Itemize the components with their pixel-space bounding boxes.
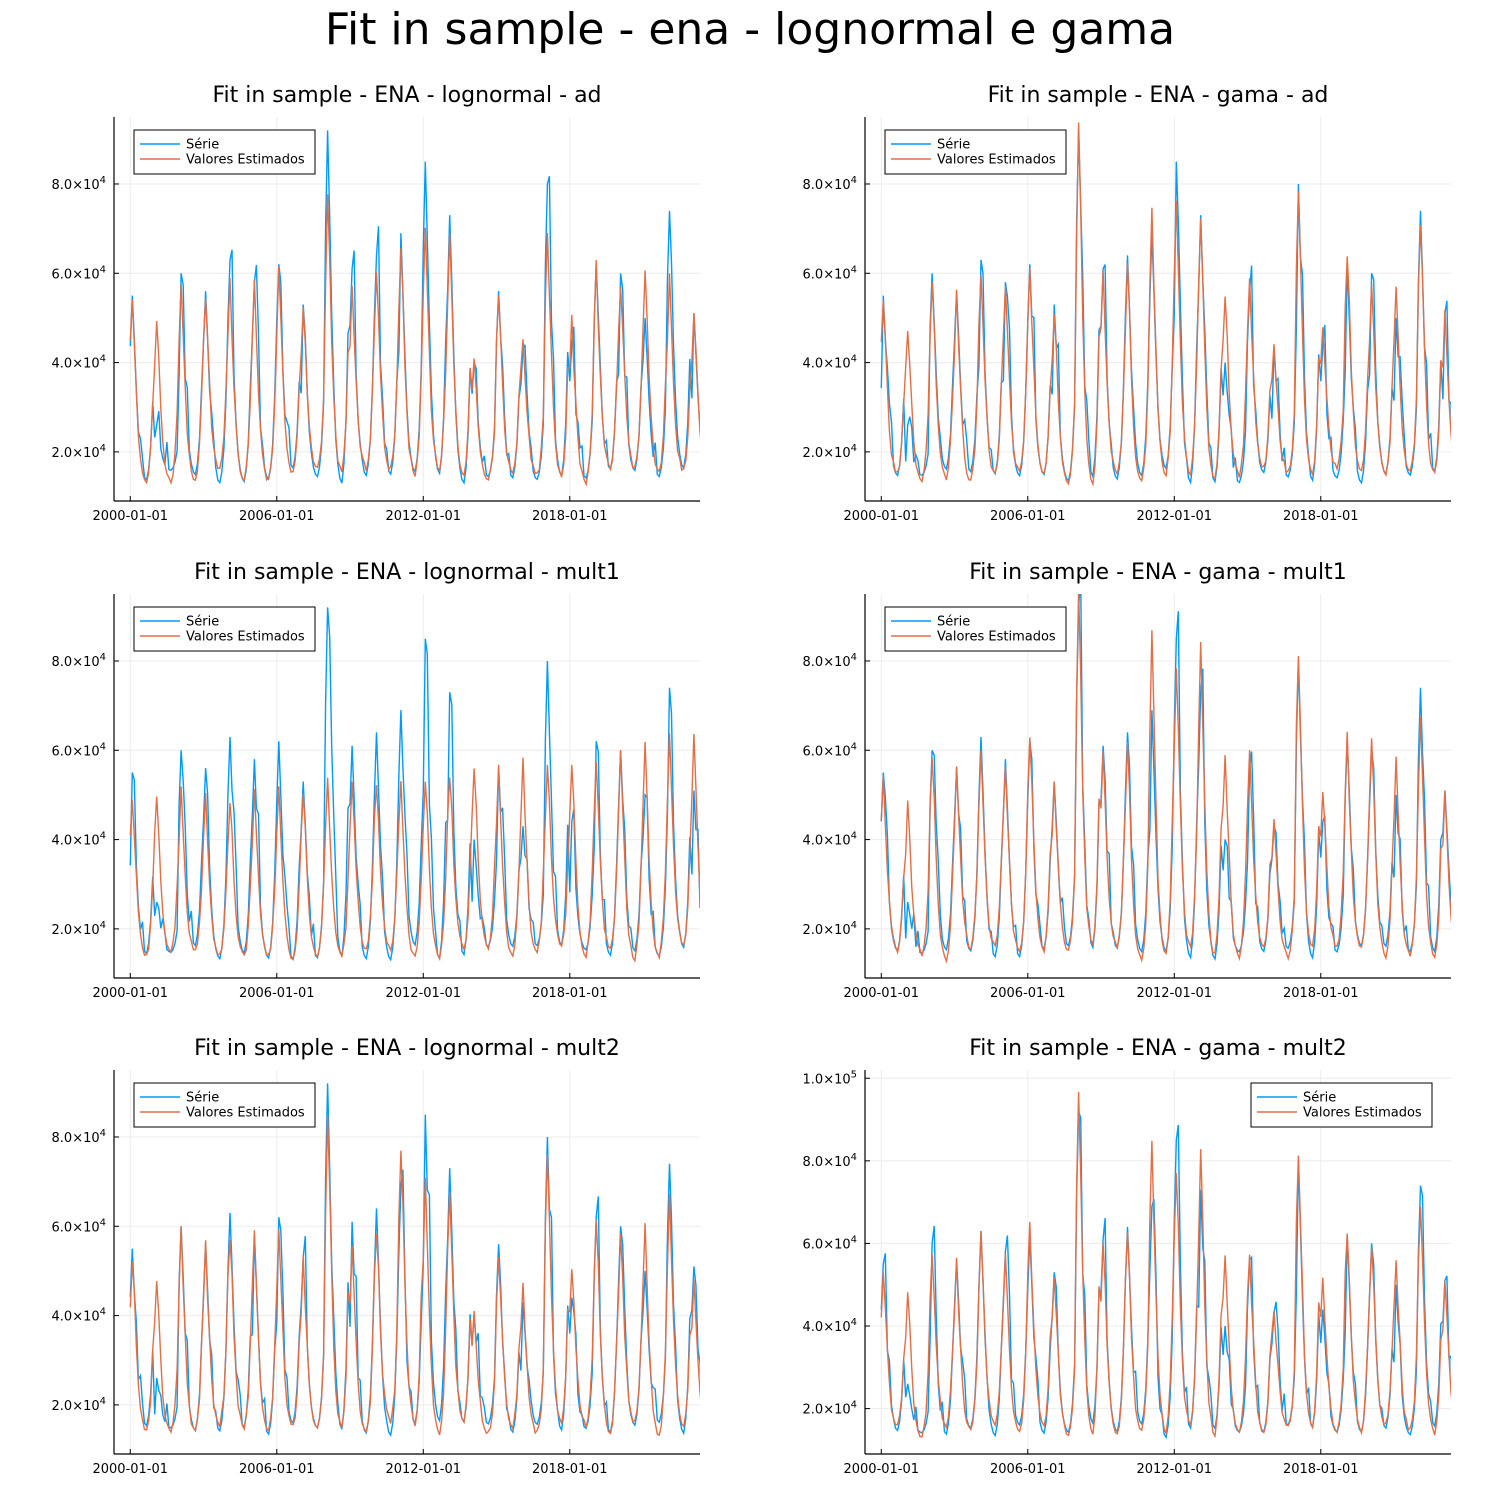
y-tick-label: 4.0×104: [52, 1307, 106, 1325]
figure-title: Fit in sample - ena - lognormal e gama: [324, 4, 1176, 55]
subplot-6: Fit in sample - ENA - gama - mult2 2.0×10…: [803, 1036, 1451, 1477]
legend-label: Série: [937, 138, 970, 153]
series-line-valores-estimados: [129, 1114, 700, 1437]
subplot-1: Fit in sample - ENA - lognormal - ad 2.0×…: [52, 83, 700, 524]
legend-label: Série: [186, 138, 219, 153]
series-line-serie: [129, 1083, 700, 1437]
x-tick-label: 2012-01-01: [385, 509, 461, 524]
y-tick-label: 2.0×104: [803, 443, 857, 461]
legend-label: Valores Estimados: [186, 630, 305, 645]
y-tick-label: 4.0×104: [52, 354, 106, 372]
x-tick-label: 2006-01-01: [239, 1462, 315, 1477]
subplot-4: Fit in sample - ENA - gama - mult1 2.0×10…: [803, 560, 1451, 1001]
x-tick-label: 2012-01-01: [385, 986, 461, 1001]
y-tick-label: 6.0×104: [803, 264, 857, 282]
x-tick-label: 2018-01-01: [532, 986, 608, 1001]
y-tick-label: 2.0×104: [803, 920, 857, 938]
legend-label: Valores Estimados: [937, 630, 1056, 645]
y-tick-label: 4.0×104: [803, 1317, 857, 1335]
subplot-3: Fit in sample - ENA - lognormal - mult1 2…: [52, 560, 700, 1001]
x-tick-label: 2018-01-01: [532, 509, 608, 524]
y-tick-label: 4.0×104: [803, 354, 857, 372]
legend-box: [884, 129, 1067, 175]
x-tick-label: 2000-01-01: [92, 1462, 168, 1477]
subplot-title: Fit in sample - ENA - lognormal - ad: [212, 83, 601, 108]
y-tick-label: 8.0×104: [803, 175, 857, 193]
legend-label: Valores Estimados: [186, 1106, 305, 1121]
legend-label: Série: [937, 615, 970, 630]
x-tick-label: 2000-01-01: [92, 986, 168, 1001]
x-tick-label: 2018-01-01: [532, 1462, 608, 1477]
x-tick-label: 2006-01-01: [990, 509, 1066, 524]
y-tick-label: 8.0×104: [803, 1152, 857, 1170]
subplot-title: Fit in sample - ENA - gama - mult1: [969, 560, 1346, 585]
y-tick-label: 6.0×104: [52, 264, 106, 282]
x-tick-label: 2012-01-01: [385, 1462, 461, 1477]
y-tick-label: 8.0×104: [52, 175, 106, 193]
legend-label: Valores Estimados: [186, 153, 305, 168]
legend-label: Valores Estimados: [1303, 1106, 1422, 1121]
y-tick-label: 2.0×104: [803, 1400, 857, 1418]
series-line-serie: [129, 130, 700, 485]
x-tick-label: 2012-01-01: [1136, 986, 1212, 1001]
x-tick-label: 2000-01-01: [92, 509, 168, 524]
legend-box: [133, 129, 316, 175]
legend-box: [133, 606, 316, 652]
subplot-2: Fit in sample - ENA - gama - ad 2.0×104 4.…: [803, 83, 1451, 524]
x-tick-label: 2000-01-01: [843, 1462, 919, 1477]
y-tick-label: 6.0×104: [52, 1217, 106, 1235]
y-tick-label: 8.0×104: [803, 652, 857, 670]
x-tick-label: 2012-01-01: [1136, 509, 1212, 524]
y-tick-label: 4.0×104: [803, 831, 857, 849]
legend-box: [133, 1082, 316, 1128]
series-line-valores-estimados: [129, 733, 700, 963]
series-line-valores-estimados: [129, 194, 700, 487]
x-tick-label: 2000-01-01: [843, 986, 919, 1001]
y-tick-label: 8.0×104: [52, 652, 106, 670]
series-line-valores-estimados: [880, 594, 1451, 964]
x-tick-label: 2006-01-01: [239, 986, 315, 1001]
subplot-title: Fit in sample - ENA - lognormal - mult1: [194, 560, 620, 585]
x-tick-label: 2018-01-01: [1283, 509, 1359, 524]
x-tick-label: 2000-01-01: [843, 509, 919, 524]
y-tick-label: 6.0×104: [803, 1234, 857, 1252]
series-line-serie: [129, 607, 700, 962]
legend-box: [884, 606, 1067, 652]
y-tick-label: 1.0×105: [803, 1069, 857, 1087]
y-tick-label: 2.0×104: [52, 1396, 106, 1414]
legend-box: [1250, 1082, 1433, 1128]
x-tick-label: 2018-01-01: [1283, 986, 1359, 1001]
y-tick-label: 8.0×104: [52, 1128, 106, 1146]
y-tick-label: 2.0×104: [52, 443, 106, 461]
legend-label: Série: [1303, 1091, 1336, 1106]
y-tick-label: 6.0×104: [52, 741, 106, 759]
legend-label: Série: [186, 1091, 219, 1106]
y-tick-label: 2.0×104: [52, 920, 106, 938]
subplot-title: Fit in sample - ENA - gama - mult2: [969, 1036, 1346, 1061]
series-line-valores-estimados: [880, 122, 1451, 487]
y-tick-label: 4.0×104: [52, 831, 106, 849]
subplot-title: Fit in sample - ENA - lognormal - mult2: [194, 1036, 620, 1061]
legend-label: Série: [186, 615, 219, 630]
subplot-title: Fit in sample - ENA - gama - ad: [988, 83, 1329, 108]
x-tick-label: 2006-01-01: [990, 986, 1066, 1001]
subplot-5: Fit in sample - ENA - lognormal - mult2 2…: [52, 1036, 700, 1477]
legend-label: Valores Estimados: [937, 153, 1056, 168]
series-line-valores-estimados: [880, 1091, 1451, 1439]
x-tick-label: 2012-01-01: [1136, 1462, 1212, 1477]
x-tick-label: 2006-01-01: [990, 1462, 1066, 1477]
x-tick-label: 2018-01-01: [1283, 1462, 1359, 1477]
x-tick-label: 2006-01-01: [239, 509, 315, 524]
y-tick-label: 6.0×104: [803, 741, 857, 759]
